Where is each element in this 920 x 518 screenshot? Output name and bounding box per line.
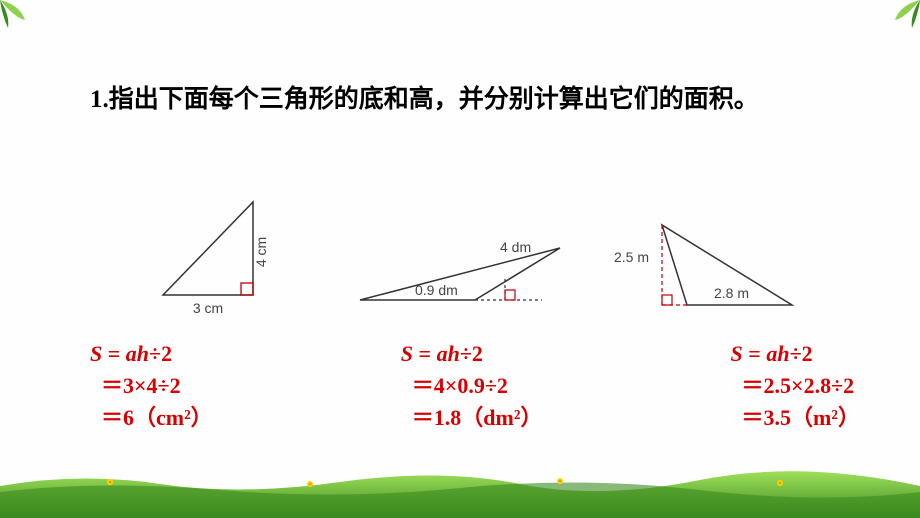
triangle-figure-3: 2.5 m 2.8 m: [583, 210, 830, 325]
tri1-height-label: 4 cm: [253, 237, 269, 267]
solution-3: S = ah÷2 ＝2.5×2.8÷2 ＝3.5（m²）: [731, 338, 860, 434]
question-prefix: 1.: [90, 86, 109, 113]
figures-row: 3 cm 4 cm 4 dm 0.9 dm 2.5 m 2.8 m: [90, 180, 830, 325]
solution-1: S = ah÷2 ＝3×4÷2 ＝6（cm²）: [90, 338, 213, 434]
tri2-height-label: 0.9 dm: [415, 282, 458, 298]
solution-3-step: ＝2.5×2.8÷2: [731, 370, 860, 402]
solution-2-step: ＝4×0.9÷2: [401, 370, 543, 402]
tri3-base-label: 2.8 m: [714, 285, 749, 301]
solution-1-result: ＝6（cm²）: [90, 402, 213, 434]
solution-2-result: ＝1.8（dm²）: [401, 402, 543, 434]
triangle-figure-1: 3 cm 4 cm: [90, 190, 337, 325]
tri3-height-label: 2.5 m: [614, 249, 649, 265]
question-body: 指出下面每个三角形的底和高，并分别计算出它们的面积。: [109, 86, 759, 113]
tri1-base-label: 3 cm: [193, 300, 223, 316]
grass-footer: [0, 464, 920, 518]
tri2-side-label: 4 dm: [500, 239, 531, 255]
solution-1-step: ＝3×4÷2: [90, 370, 213, 402]
solutions-row: S = ah÷2 ＝3×4÷2 ＝6（cm²） S = ah÷2 ＝4×0.9÷…: [90, 338, 860, 434]
solution-3-result: ＝3.5（m²）: [731, 402, 860, 434]
question-text: 1.指出下面每个三角形的底和高，并分别计算出它们的面积。: [90, 82, 830, 117]
leaf-corner-top-left: [0, 0, 40, 40]
solution-2: S = ah÷2 ＝4×0.9÷2 ＝1.8（dm²）: [401, 338, 543, 434]
triangle-figure-2: 4 dm 0.9 dm: [337, 210, 584, 325]
leaf-corner-top-right: [880, 0, 920, 40]
